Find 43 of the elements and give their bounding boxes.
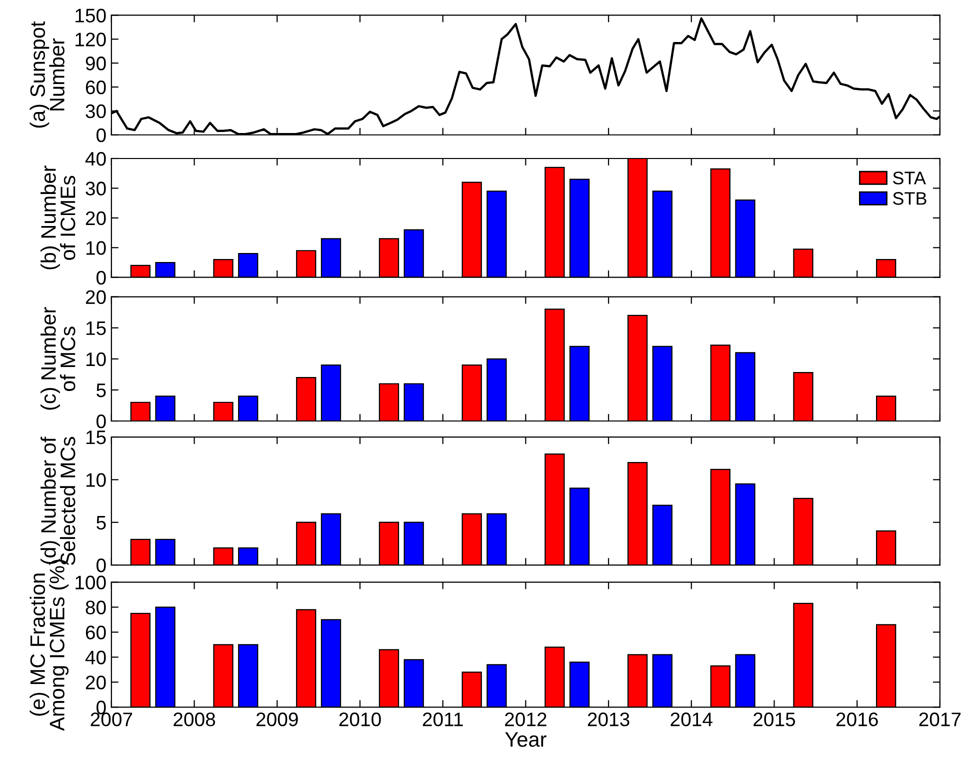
x-axis-title: Year bbox=[505, 732, 546, 747]
x-tick-label: 2008 bbox=[174, 712, 216, 726]
y-axis-title: (b) Number of ICMEs bbox=[40, 166, 76, 270]
y-tick-label: 20 bbox=[86, 290, 106, 304]
x-tick-label: 2017 bbox=[919, 712, 961, 726]
x-tick-label: 2009 bbox=[256, 712, 298, 726]
y-tick-label: 40 bbox=[85, 650, 106, 664]
x-tick-label: 2007 bbox=[90, 712, 132, 726]
y-tick-label: 100 bbox=[76, 576, 106, 590]
y-tick-label: 30 bbox=[86, 182, 106, 196]
x-tick-label: 2011 bbox=[422, 712, 463, 726]
y-tick-label: 0 bbox=[96, 270, 106, 285]
y-tick-label: 120 bbox=[76, 32, 106, 46]
y-tick-label: 80 bbox=[86, 600, 106, 614]
y-tick-label: 60 bbox=[86, 626, 106, 640]
y-tick-label: 5 bbox=[96, 516, 106, 530]
y-tick-label: 10 bbox=[86, 473, 106, 487]
y-tick-label: 20 bbox=[86, 211, 106, 226]
y-tick-label: 0 bbox=[96, 128, 106, 142]
y-axis-title: (a) Sunspot Number bbox=[30, 21, 64, 128]
x-tick-label: 2013 bbox=[588, 712, 630, 726]
y-tick-label: 20 bbox=[86, 676, 106, 690]
x-tick-label: 2014 bbox=[670, 712, 712, 726]
y-tick-label: 15 bbox=[86, 430, 106, 444]
legend-label: STB bbox=[892, 192, 926, 205]
y-tick-label: 90 bbox=[86, 56, 106, 70]
x-tick-label: 2016 bbox=[836, 712, 878, 726]
x-tick-label: 2012 bbox=[505, 712, 546, 726]
y-tick-label: 0 bbox=[96, 700, 106, 714]
y-tick-label: 10 bbox=[86, 241, 106, 255]
y-tick-label: 150 bbox=[76, 8, 106, 22]
y-tick-label: 15 bbox=[86, 322, 106, 336]
x-tick-label: 2010 bbox=[339, 712, 381, 726]
y-tick-label: 10 bbox=[86, 352, 106, 366]
y-axis-title: (c) Number of MCs bbox=[40, 307, 76, 410]
legend-label: STA bbox=[892, 172, 926, 184]
y-tick-label: 5 bbox=[96, 384, 106, 398]
y-tick-label: 0 bbox=[96, 558, 106, 572]
y-tick-label: 40 bbox=[85, 152, 106, 166]
y-tick-label: 30 bbox=[86, 104, 106, 118]
x-tick-label: 2015 bbox=[754, 712, 796, 726]
y-tick-label: 60 bbox=[86, 80, 106, 94]
y-tick-label: 0 bbox=[96, 414, 106, 428]
